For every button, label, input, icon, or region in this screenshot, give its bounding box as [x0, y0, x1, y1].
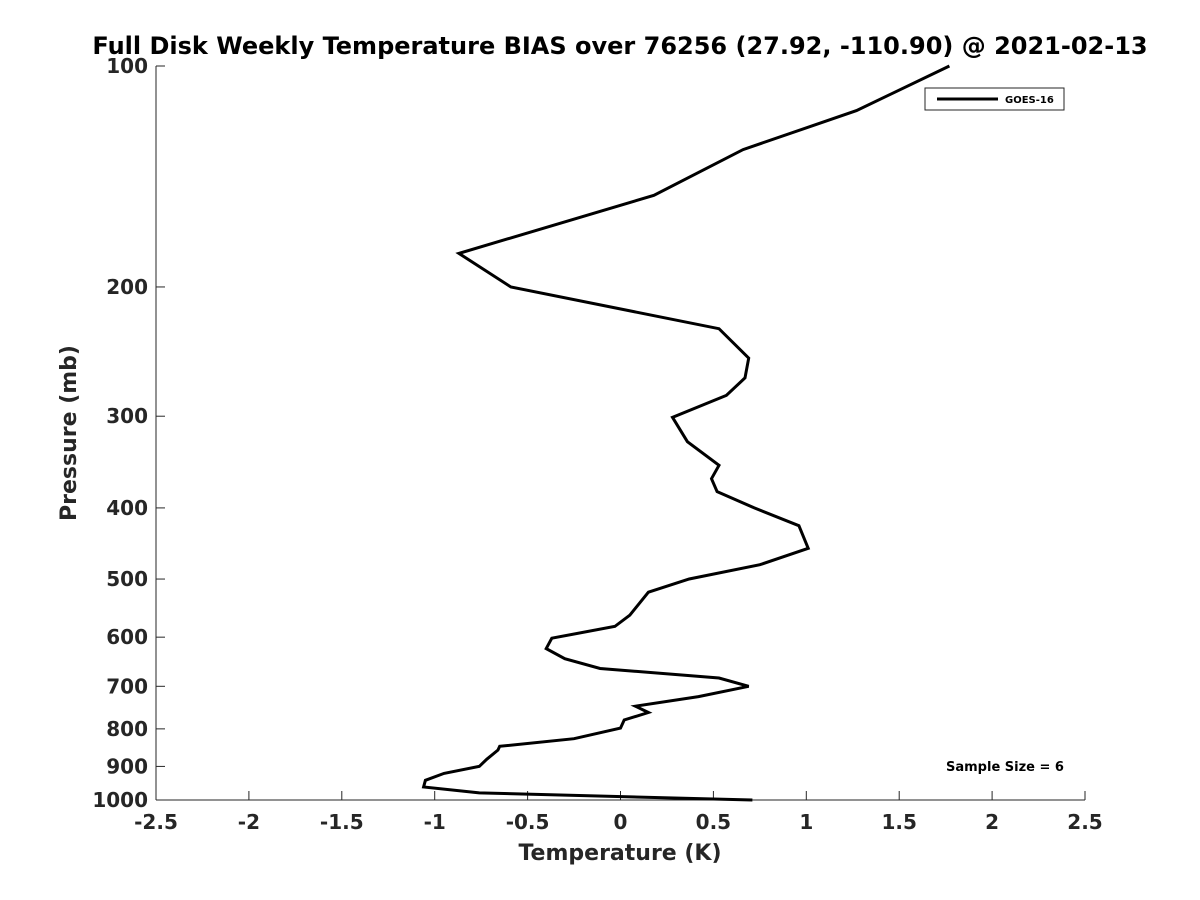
y-axis-label: Pressure (mb)	[57, 345, 82, 521]
x-tick-label: -0.5	[506, 810, 550, 834]
x-tick-label: 1	[799, 810, 813, 834]
x-tick-label: -1	[424, 810, 446, 834]
y-tick-label: 800	[106, 717, 148, 741]
x-tick-label: -1.5	[320, 810, 364, 834]
legend: GOES-16	[924, 87, 1065, 111]
y-tick-label: 100	[106, 54, 148, 78]
y-tick-label: 600	[106, 625, 148, 649]
y-tick-label: 300	[106, 404, 148, 428]
x-tick-label: 0.5	[696, 810, 731, 834]
y-tick-label: 400	[106, 496, 148, 520]
y-tick-label: 500	[106, 567, 148, 591]
x-tick-label: 2.5	[1067, 810, 1102, 834]
x-tick-label: -2	[238, 810, 260, 834]
x-axis-ticks: -2.5 -2 -1.5 -1 -0.5 0 0.5 1 1.5 2 2.5	[134, 791, 1103, 834]
chart-title: Full Disk Weekly Temperature BIAS over 7…	[92, 32, 1147, 60]
x-tick-label: 1.5	[881, 810, 916, 834]
y-tick-label: 700	[106, 674, 148, 698]
y-tick-label: 1000	[92, 788, 148, 812]
x-tick-label: 2	[985, 810, 999, 834]
y-axis-ticks: 100 200 300 400 500 600 700 800 900 1000	[92, 54, 165, 812]
series-line-goes-16	[421, 64, 951, 802]
y-tick-label: 200	[106, 275, 148, 299]
x-tick-label: -2.5	[134, 810, 178, 834]
plot-area	[155, 66, 1085, 801]
y-tick-label: 900	[106, 754, 148, 778]
x-tick-label: 0	[614, 810, 628, 834]
x-axis-label: Temperature (K)	[518, 841, 721, 866]
sample-size-annotation: Sample Size = 6	[946, 760, 1064, 775]
legend-entry-goes-16: GOES-16	[1005, 95, 1054, 106]
